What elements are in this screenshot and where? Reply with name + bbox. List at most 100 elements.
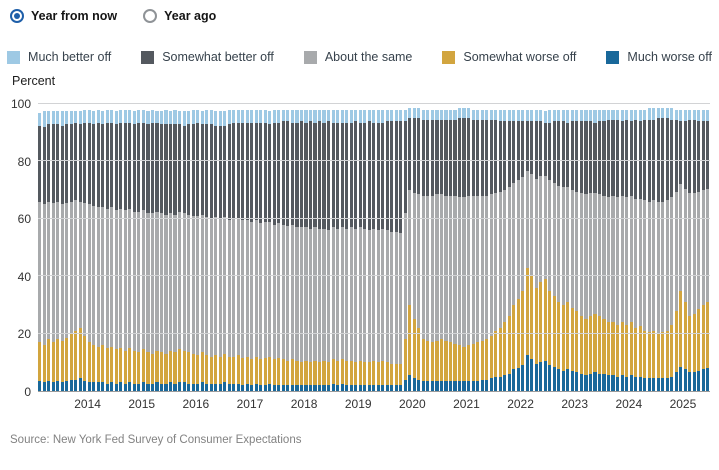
bar-segment xyxy=(132,383,136,391)
bar-segment xyxy=(56,339,60,381)
bar-segment xyxy=(83,380,87,391)
bar-segment xyxy=(421,380,425,391)
bar-segment xyxy=(168,382,173,391)
bar xyxy=(250,104,254,391)
bar xyxy=(345,104,349,391)
bar xyxy=(349,104,353,391)
bar-segment xyxy=(579,316,583,374)
bar-segment xyxy=(223,353,227,383)
bar-segment xyxy=(611,195,615,323)
bar xyxy=(132,104,136,391)
bar-segment xyxy=(101,124,105,208)
bar-segment xyxy=(141,122,145,211)
radio-unselected-icon[interactable] xyxy=(143,9,158,23)
legend-item[interactable]: Somewhat worse off xyxy=(442,50,576,64)
bar-segment xyxy=(83,203,87,337)
bar-segment xyxy=(38,125,42,202)
legend-swatch-icon xyxy=(442,50,456,64)
bar-segment xyxy=(466,380,471,391)
bar-segment xyxy=(114,349,118,384)
bar-segment xyxy=(304,109,308,123)
bar-segment xyxy=(268,383,272,391)
bar-segment xyxy=(679,109,683,122)
bar-segment xyxy=(421,109,425,120)
bar xyxy=(634,104,638,391)
bar-segment xyxy=(304,360,308,386)
bar-segment xyxy=(525,267,529,356)
bar-segment xyxy=(259,359,263,386)
legend-item[interactable]: Somewhat better off xyxy=(141,50,274,64)
bar-segment xyxy=(218,356,222,384)
bar-segment xyxy=(647,108,651,120)
bar-segment xyxy=(223,217,227,354)
bar-segment xyxy=(534,287,538,364)
bar xyxy=(304,104,308,391)
bar-segment xyxy=(706,368,710,391)
bar xyxy=(272,104,276,391)
bar-segment xyxy=(331,122,335,228)
bar xyxy=(457,104,462,391)
bar xyxy=(340,104,344,391)
bar-segment xyxy=(444,109,448,120)
bar xyxy=(286,104,290,391)
bar-segment xyxy=(60,204,64,341)
bar-segment xyxy=(182,125,186,214)
bar-segment xyxy=(629,121,633,196)
bar-segment xyxy=(543,122,547,176)
bar xyxy=(331,104,335,391)
bar-segment xyxy=(47,124,51,202)
bar xyxy=(236,104,240,391)
bar-segment xyxy=(101,382,105,391)
radio-selected-icon[interactable] xyxy=(10,9,24,23)
bar-segment xyxy=(290,224,294,360)
bar-segment xyxy=(597,373,602,391)
bar-segment xyxy=(575,310,579,373)
bar-segment xyxy=(268,221,272,357)
bar-segment xyxy=(498,327,502,377)
bar-segment xyxy=(421,119,425,196)
bar-segment xyxy=(363,122,367,229)
bar-segment xyxy=(593,193,597,314)
bar-segment xyxy=(209,218,213,357)
bar-segment xyxy=(426,119,430,196)
bar-segment xyxy=(209,109,213,125)
bar-segment xyxy=(516,109,520,122)
bar-segment xyxy=(444,340,448,381)
bar-segment xyxy=(385,362,389,386)
bar-segment xyxy=(552,296,556,367)
legend-item[interactable]: Much better off xyxy=(7,50,111,64)
bar xyxy=(661,104,665,391)
bar-segment xyxy=(503,109,507,122)
bar-segment xyxy=(476,380,480,391)
bar xyxy=(164,104,168,391)
bar-segment xyxy=(476,119,480,196)
bar-segment xyxy=(512,369,516,391)
bar-segment xyxy=(74,379,78,391)
bar-segment xyxy=(403,379,407,391)
bar-segment xyxy=(539,175,543,282)
bar-segment xyxy=(313,109,317,123)
bar-segment xyxy=(602,195,606,320)
bar-segment xyxy=(268,356,272,384)
bar-segment xyxy=(385,385,389,391)
x-year-label: 2019 xyxy=(344,397,372,411)
bar-segment xyxy=(539,121,543,176)
bar-segment xyxy=(354,109,358,122)
bar-segment xyxy=(480,109,484,120)
bar-segment xyxy=(38,380,42,391)
bar-segment xyxy=(620,322,624,376)
bar-segment xyxy=(498,109,502,122)
bar-segment xyxy=(426,195,430,341)
bar-segment xyxy=(295,227,299,361)
legend-item[interactable]: About the same xyxy=(303,50,412,64)
bar-segment xyxy=(453,109,457,120)
radio-year-ago[interactable]: Year ago xyxy=(143,9,216,23)
bar-segment xyxy=(218,218,222,357)
radio-year-from-now[interactable]: Year from now xyxy=(10,9,117,23)
bar-segment xyxy=(620,375,624,391)
bar-segment xyxy=(200,352,204,383)
bar-segment xyxy=(295,360,299,386)
legend-item[interactable]: Much worse off xyxy=(606,50,712,64)
bar-segment xyxy=(56,124,60,202)
bar-segment xyxy=(42,111,46,127)
